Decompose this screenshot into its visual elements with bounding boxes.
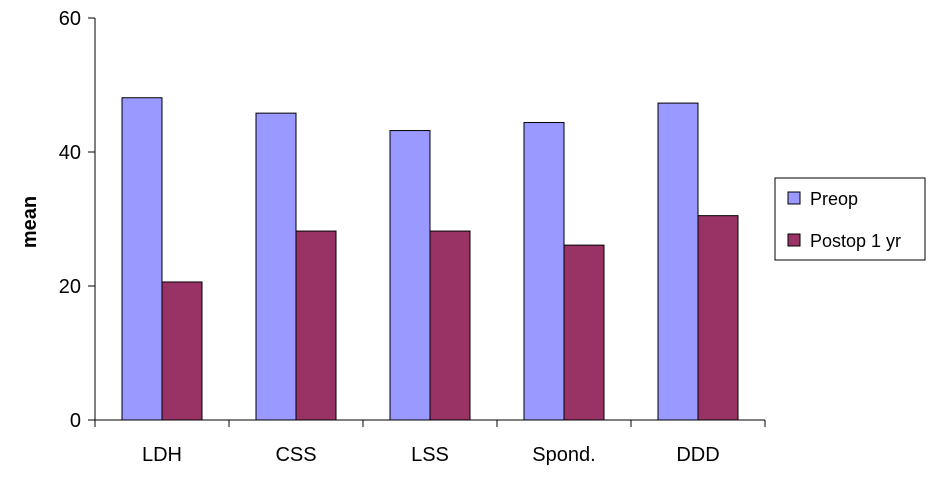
bar-preop-ldh	[121, 97, 163, 421]
bar-postop-spond	[563, 244, 605, 421]
bar-preop-css	[255, 112, 297, 421]
axis-labels: 0 20 40 60 LDH CSS LSS Spond. DDD	[59, 8, 720, 466]
legend-swatch-postop	[787, 233, 801, 247]
bar-preop-lss	[389, 130, 431, 421]
legend-label-postop: Postop 1 yr	[810, 231, 901, 251]
x-tick-label: DDD	[676, 444, 719, 466]
legend: Preop Postop 1 yr	[774, 177, 926, 261]
legend-swatch-preop	[787, 191, 801, 205]
y-tick-label: 60	[59, 8, 81, 30]
bar-postop-css	[295, 230, 337, 421]
y-tick-label: 0	[70, 410, 81, 432]
bar-postop-ldh	[161, 281, 203, 421]
bar-postop-ddd	[697, 215, 739, 421]
x-tick-label: Spond.	[532, 444, 595, 466]
y-tick-label: 20	[59, 276, 81, 298]
x-tick-label: LDH	[142, 444, 182, 466]
bars	[121, 97, 739, 421]
bar-preop-spond	[523, 122, 565, 421]
legend-label-preop: Preop	[810, 189, 858, 209]
y-axis-title: mean	[19, 196, 41, 248]
x-tick-label: CSS	[275, 444, 316, 466]
bar-preop-ddd	[657, 102, 699, 421]
bar-postop-lss	[429, 230, 471, 421]
y-tick-label: 40	[59, 142, 81, 164]
x-tick-label: LSS	[411, 444, 449, 466]
